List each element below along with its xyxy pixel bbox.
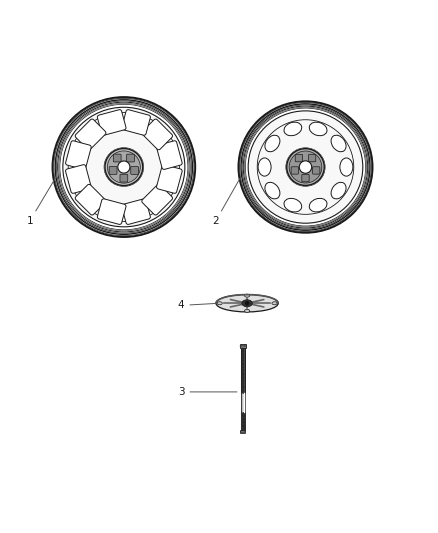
Text: 3: 3	[178, 387, 237, 397]
FancyBboxPatch shape	[66, 165, 91, 193]
FancyBboxPatch shape	[313, 167, 320, 174]
FancyBboxPatch shape	[295, 155, 303, 162]
Bar	[240, 348, 245, 393]
Ellipse shape	[287, 149, 324, 185]
Ellipse shape	[217, 302, 223, 305]
Circle shape	[118, 161, 130, 173]
Circle shape	[245, 301, 249, 305]
Ellipse shape	[331, 182, 346, 199]
Ellipse shape	[105, 149, 143, 185]
FancyBboxPatch shape	[131, 167, 138, 174]
FancyBboxPatch shape	[75, 119, 106, 150]
FancyBboxPatch shape	[291, 167, 298, 174]
FancyBboxPatch shape	[127, 154, 134, 162]
FancyBboxPatch shape	[97, 199, 126, 224]
Bar	[240, 430, 245, 433]
Ellipse shape	[284, 122, 302, 136]
Ellipse shape	[331, 135, 346, 152]
Ellipse shape	[265, 135, 280, 152]
FancyBboxPatch shape	[120, 174, 128, 182]
FancyBboxPatch shape	[122, 199, 150, 224]
Ellipse shape	[340, 158, 353, 176]
FancyBboxPatch shape	[97, 110, 126, 135]
FancyBboxPatch shape	[113, 154, 121, 162]
FancyBboxPatch shape	[156, 165, 182, 193]
Text: 4: 4	[178, 301, 216, 310]
Text: 2: 2	[212, 178, 240, 226]
FancyBboxPatch shape	[308, 155, 316, 162]
FancyBboxPatch shape	[302, 174, 309, 182]
FancyBboxPatch shape	[142, 119, 173, 150]
Bar	[240, 413, 245, 430]
Ellipse shape	[289, 151, 322, 183]
Circle shape	[299, 161, 312, 173]
FancyBboxPatch shape	[75, 184, 106, 215]
Ellipse shape	[107, 151, 140, 183]
Ellipse shape	[244, 309, 250, 312]
Bar	[240, 393, 245, 413]
Ellipse shape	[309, 198, 327, 212]
FancyBboxPatch shape	[142, 184, 173, 215]
Ellipse shape	[244, 294, 250, 297]
Ellipse shape	[309, 122, 327, 136]
FancyBboxPatch shape	[122, 110, 150, 135]
Ellipse shape	[272, 302, 277, 305]
Bar	[240, 344, 246, 348]
Ellipse shape	[248, 111, 363, 223]
Ellipse shape	[63, 107, 185, 227]
FancyBboxPatch shape	[156, 141, 182, 169]
Text: 1: 1	[26, 178, 56, 226]
Ellipse shape	[265, 182, 280, 199]
Ellipse shape	[258, 158, 271, 176]
Ellipse shape	[242, 300, 252, 306]
Ellipse shape	[216, 295, 278, 312]
FancyBboxPatch shape	[66, 141, 91, 169]
FancyBboxPatch shape	[109, 167, 117, 174]
Ellipse shape	[284, 198, 302, 212]
Ellipse shape	[240, 431, 245, 433]
Ellipse shape	[240, 345, 246, 347]
